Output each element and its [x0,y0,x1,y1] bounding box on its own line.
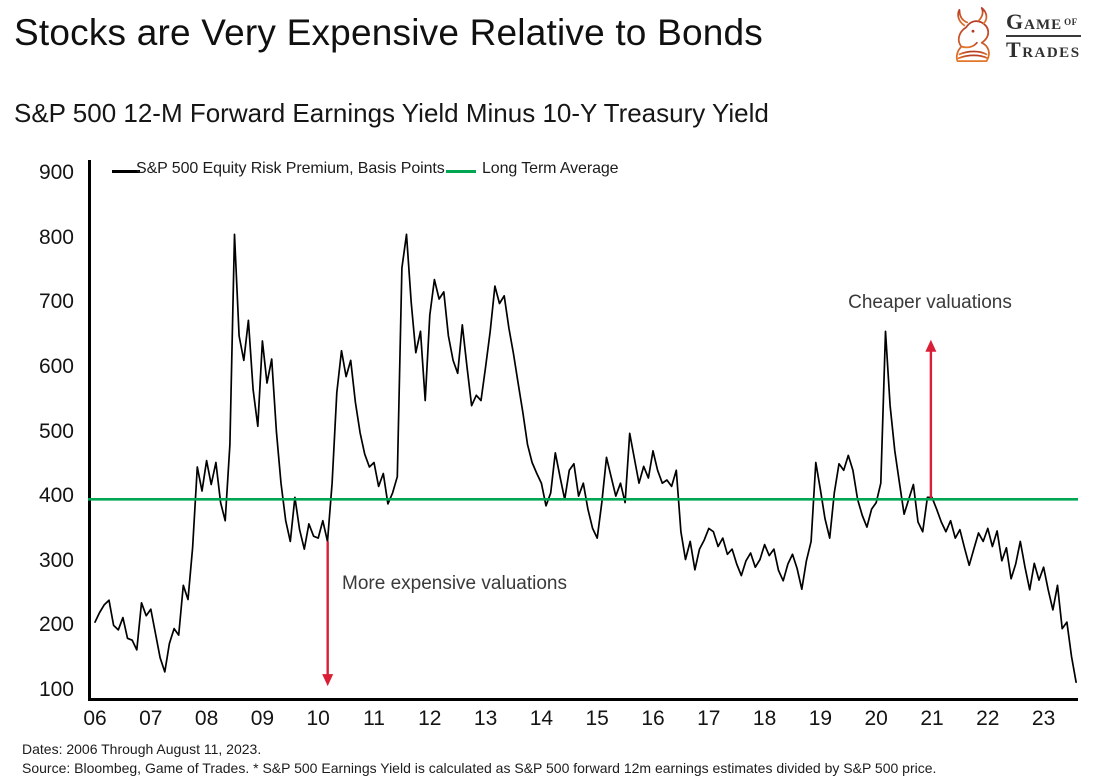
x-axis-label-15: 15 [585,707,609,730]
x-axis-label-20: 20 [864,707,888,730]
y-axis-label-300: 300 [38,548,74,572]
game-of-trades-logo: GAME OF TRADES [946,6,1081,66]
annotation-cheaper-valuations: Cheaper valuations [848,292,1012,313]
annotation-more-expensive-valuations: More expensive valuations [342,573,567,594]
logo-word-of: OF [1064,17,1078,27]
x-axis-label-06: 06 [83,707,107,730]
y-axis-label-100: 100 [38,678,74,701]
legend-label-long-term-average: Long Term Average [482,160,619,177]
legend-label-risk-premium: S&P 500 Equity Risk Premium, Basis Point… [136,160,445,177]
y-axis-label-400: 400 [38,484,74,508]
x-axis-label-19: 19 [808,707,833,730]
arrow-head-up-icon [925,339,937,352]
x-axis-label-12: 12 [418,707,442,730]
x-axis-label-14: 14 [529,707,554,730]
logo-wordmark: GAME OF TRADES [1006,11,1081,61]
bull-knight-logo-icon [955,7,990,63]
chart-subtitle: S&P 500 12-M Forward Earnings Yield Minu… [14,98,769,128]
legend-line-swatch-green [446,170,476,173]
x-axis-label-10: 10 [306,707,330,730]
legend-line-swatch-black [112,170,140,173]
logo-word-trades: TRADES [1006,35,1081,62]
footer-source: Source: Bloombeg, Game of Trades. * S&P … [22,760,937,776]
risk-premium-line [94,233,1077,684]
arrow-head-down-icon [322,674,334,687]
x-axis-label-17: 17 [697,707,721,730]
x-axis-label-08: 08 [194,707,219,730]
x-axis-label-22: 22 [976,707,1000,730]
x-axis-label-16: 16 [641,707,665,730]
x-axis-label-18: 18 [752,707,777,730]
x-axis-label-11: 11 [363,707,385,730]
y-axis-label-600: 600 [38,354,74,378]
y-axis-label-500: 500 [38,419,74,443]
y-axis-label-200: 200 [38,613,74,637]
page-title: Stocks are Very Expensive Relative to Bo… [14,12,763,53]
footer-dates: Dates: 2006 Through August 11, 2023. [22,741,262,757]
x-axis-label-09: 09 [250,707,275,730]
logo-word-game: GAME [1006,9,1063,34]
x-axis-label-13: 13 [473,707,498,730]
y-axis-label-800: 800 [38,225,74,249]
x-axis-label-07: 07 [139,707,163,730]
y-axis-label-900: 900 [38,161,74,184]
x-axis-label-23: 23 [1031,707,1056,730]
y-axis-label-700: 700 [38,290,74,314]
x-axis-label-21: 21 [920,707,944,730]
